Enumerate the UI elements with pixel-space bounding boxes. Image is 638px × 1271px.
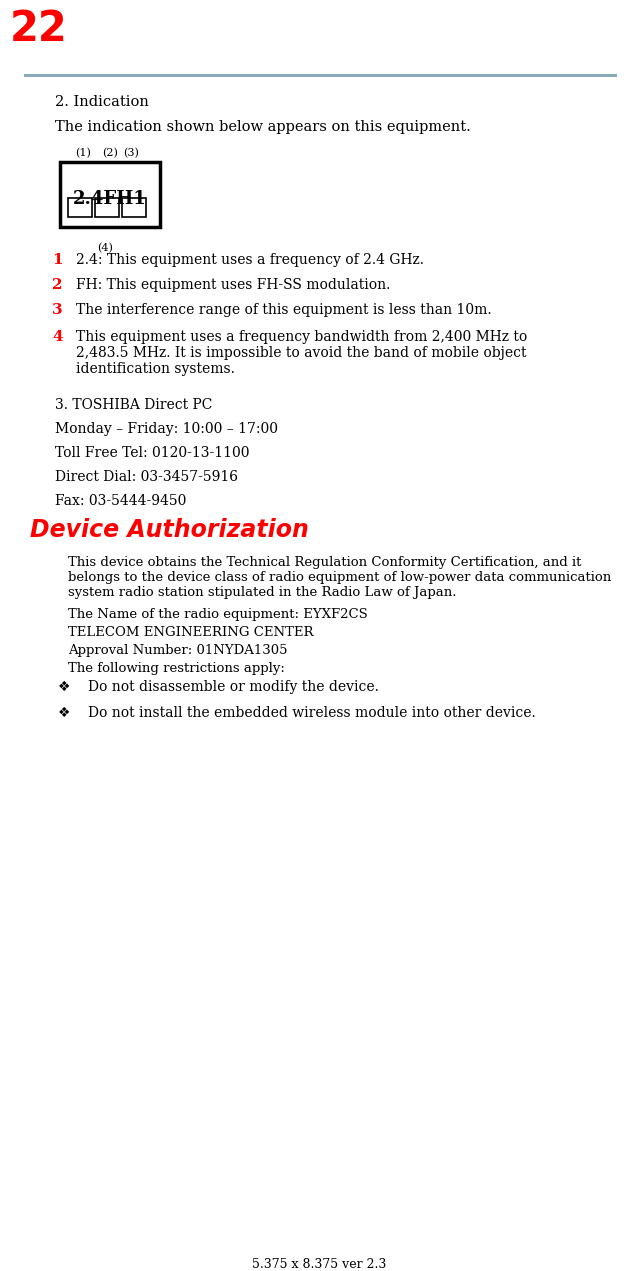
Text: The interference range of this equipment is less than 10m.: The interference range of this equipment… xyxy=(76,302,492,316)
Text: Monday – Friday: 10:00 – 17:00: Monday – Friday: 10:00 – 17:00 xyxy=(55,422,278,436)
Text: Direct Dial: 03-3457-5916: Direct Dial: 03-3457-5916 xyxy=(55,470,238,484)
Text: The Name of the radio equipment: EYXF2CS: The Name of the radio equipment: EYXF2CS xyxy=(68,608,367,622)
Bar xyxy=(122,198,146,217)
Text: ❖: ❖ xyxy=(58,680,71,694)
Text: system radio station stipulated in the Radio Law of Japan.: system radio station stipulated in the R… xyxy=(68,586,457,599)
Bar xyxy=(68,198,92,217)
Text: (3): (3) xyxy=(123,147,139,159)
Text: This equipment uses a frequency bandwidth from 2,400 MHz to: This equipment uses a frequency bandwidt… xyxy=(76,330,527,344)
Text: 2,483.5 MHz. It is impossible to avoid the band of mobile object: 2,483.5 MHz. It is impossible to avoid t… xyxy=(76,346,526,360)
Text: Device Authorization: Device Authorization xyxy=(30,519,309,541)
Text: (4): (4) xyxy=(97,243,113,253)
Text: Fax: 03-5444-9450: Fax: 03-5444-9450 xyxy=(55,494,186,508)
Text: 4: 4 xyxy=(52,330,63,344)
Text: 2: 2 xyxy=(52,278,63,292)
Text: 2.4FH1: 2.4FH1 xyxy=(73,189,147,208)
Text: Do not install the embedded wireless module into other device.: Do not install the embedded wireless mod… xyxy=(88,705,536,719)
Text: 5.375 x 8.375 ver 2.3: 5.375 x 8.375 ver 2.3 xyxy=(252,1258,386,1271)
Text: (1): (1) xyxy=(75,147,91,159)
Text: FH: This equipment uses FH-SS modulation.: FH: This equipment uses FH-SS modulation… xyxy=(76,278,390,292)
Text: 2.4: This equipment uses a frequency of 2.4 GHz.: 2.4: This equipment uses a frequency of … xyxy=(76,253,424,267)
Text: 1: 1 xyxy=(52,253,63,267)
Bar xyxy=(60,161,160,228)
Text: identification systems.: identification systems. xyxy=(76,362,235,376)
Text: ❖: ❖ xyxy=(58,705,71,719)
Bar xyxy=(95,198,119,217)
Text: 3. TOSHIBA Direct PC: 3. TOSHIBA Direct PC xyxy=(55,398,212,412)
Text: Toll Free Tel: 0120-13-1100: Toll Free Tel: 0120-13-1100 xyxy=(55,446,249,460)
Text: This device obtains the Technical Regulation Conformity Certification, and it: This device obtains the Technical Regula… xyxy=(68,555,581,569)
Text: 3: 3 xyxy=(52,302,63,316)
Text: Do not disassemble or modify the device.: Do not disassemble or modify the device. xyxy=(88,680,379,694)
Text: (2): (2) xyxy=(102,147,118,159)
Text: 2. Indication: 2. Indication xyxy=(55,95,149,109)
Text: belongs to the device class of radio equipment of low-power data communication: belongs to the device class of radio equ… xyxy=(68,571,611,583)
Text: Approval Number: 01NYDA1305: Approval Number: 01NYDA1305 xyxy=(68,644,288,657)
Text: The indication shown below appears on this equipment.: The indication shown below appears on th… xyxy=(55,119,471,133)
Text: TELECOM ENGINEERING CENTER: TELECOM ENGINEERING CENTER xyxy=(68,627,313,639)
Text: The following restrictions apply:: The following restrictions apply: xyxy=(68,662,285,675)
Text: 22: 22 xyxy=(10,8,68,50)
